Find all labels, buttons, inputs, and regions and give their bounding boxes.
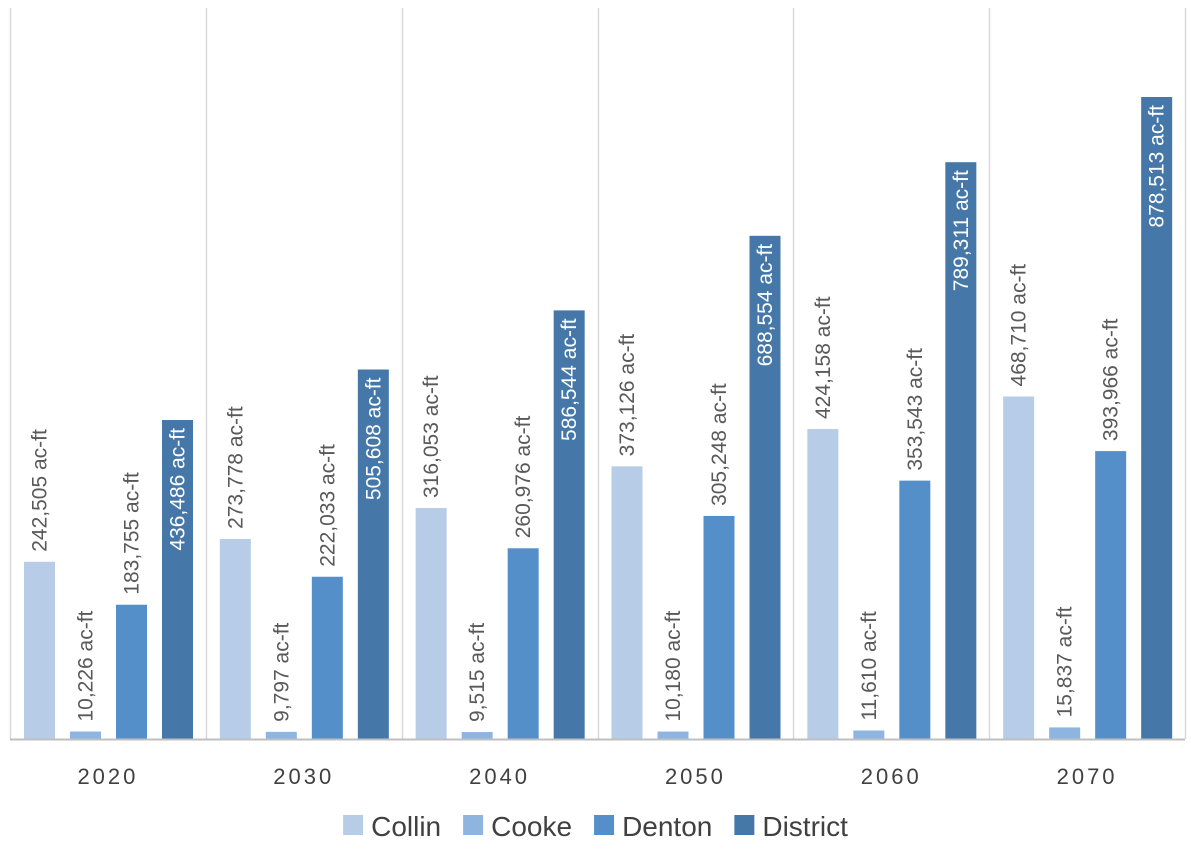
data-label-district-2030: 505,608 ac-ft xyxy=(362,377,385,500)
bar-denton-2050 xyxy=(703,515,735,739)
data-labels: 242,505 ac-ft 10,226 ac-ft 183,755 ac-ft 43… xyxy=(29,105,1169,722)
bar-denton-2060 xyxy=(899,480,931,739)
bar-cooke-2040 xyxy=(461,732,493,739)
x-tick-label-2020: 2020 xyxy=(77,764,138,789)
data-label-cooke-2040: 9,515 ac-ft xyxy=(466,623,489,722)
legend-label-denton: Denton xyxy=(622,811,712,842)
legend-swatch-denton xyxy=(594,815,615,835)
category-separators xyxy=(9,8,1187,739)
data-label-collin-2020: 242,505 ac-ft xyxy=(29,429,52,552)
legend-label-collin: Collin xyxy=(371,811,441,842)
bar-cooke-2050 xyxy=(657,731,689,739)
data-label-denton-2060: 353,543 ac-ft xyxy=(904,348,927,471)
bar-district-2060 xyxy=(945,162,977,739)
bar-district-2020 xyxy=(162,420,193,739)
x-tick-label-2050: 2050 xyxy=(665,764,726,789)
bar-collin-2070 xyxy=(1003,396,1035,739)
data-label-collin-2060: 424,158 ac-ft xyxy=(812,296,835,419)
bar-cooke-2060 xyxy=(853,730,885,739)
bar-collin-2020 xyxy=(24,561,55,739)
bar-cooke-2030 xyxy=(265,731,297,739)
data-label-collin-2040: 316,053 ac-ft xyxy=(420,375,443,498)
x-tick-label-2040: 2040 xyxy=(469,764,530,789)
legend-label-cooke: Cooke xyxy=(491,811,572,842)
bar-cooke-2020 xyxy=(70,731,101,739)
x-tick-labels: 2020 2030 2040 2050 2060 2070 xyxy=(77,764,1118,789)
bar-collin-2030 xyxy=(219,538,251,739)
bar-collin-2050 xyxy=(611,466,643,739)
bar-district-2050 xyxy=(749,235,781,739)
bar-district-2040 xyxy=(553,310,585,739)
data-label-cooke-2070: 15,837 ac-ft xyxy=(1054,606,1077,717)
legend-swatch-cooke xyxy=(463,815,484,835)
data-label-cooke-2060: 11,610 ac-ft xyxy=(858,611,881,721)
legend-label-district: District xyxy=(762,811,848,842)
bar-denton-2030 xyxy=(311,576,343,739)
bars xyxy=(24,97,1173,739)
bar-district-2070 xyxy=(1141,97,1173,739)
legend-swatch-collin xyxy=(343,815,364,835)
data-label-cooke-2020: 10,226 ac-ft xyxy=(75,610,98,721)
data-label-collin-2030: 273,778 ac-ft xyxy=(224,406,247,529)
data-label-district-2040: 586,544 ac-ft xyxy=(558,318,581,441)
data-label-collin-2050: 373,126 ac-ft xyxy=(616,334,639,457)
x-tick-label-2030: 2030 xyxy=(273,764,334,789)
bar-collin-2040 xyxy=(415,508,447,739)
data-label-district-2050: 688,554 ac-ft xyxy=(754,244,777,367)
bar-collin-2060 xyxy=(807,429,839,739)
bar-denton-2020 xyxy=(116,604,147,739)
data-label-cooke-2050: 10,180 ac-ft xyxy=(662,610,685,721)
legend: Collin Cooke Denton District xyxy=(343,811,848,842)
data-label-district-2020: 436,486 ac-ft xyxy=(167,428,190,551)
data-label-district-2070: 878,513 ac-ft xyxy=(1146,105,1169,228)
data-label-cooke-2030: 9,797 ac-ft xyxy=(270,622,293,721)
x-tick-label-2070: 2070 xyxy=(1057,764,1118,789)
legend-swatch-district xyxy=(734,815,755,835)
data-label-denton-2040: 260,976 ac-ft xyxy=(512,416,535,539)
data-label-collin-2070: 468,710 ac-ft xyxy=(1008,264,1031,387)
bar-denton-2040 xyxy=(507,548,539,739)
bar-district-2030 xyxy=(357,369,389,739)
x-tick-label-2060: 2060 xyxy=(861,764,922,789)
bar-cooke-2070 xyxy=(1049,727,1081,739)
data-label-denton-2070: 393,966 ac-ft xyxy=(1100,318,1123,441)
data-label-denton-2030: 222,033 ac-ft xyxy=(316,444,339,567)
bar-denton-2070 xyxy=(1095,451,1127,739)
data-label-denton-2020: 183,755 ac-ft xyxy=(121,472,144,595)
data-label-denton-2050: 305,248 ac-ft xyxy=(708,383,731,506)
data-label-district-2060: 789,311 ac-ft xyxy=(950,170,973,291)
